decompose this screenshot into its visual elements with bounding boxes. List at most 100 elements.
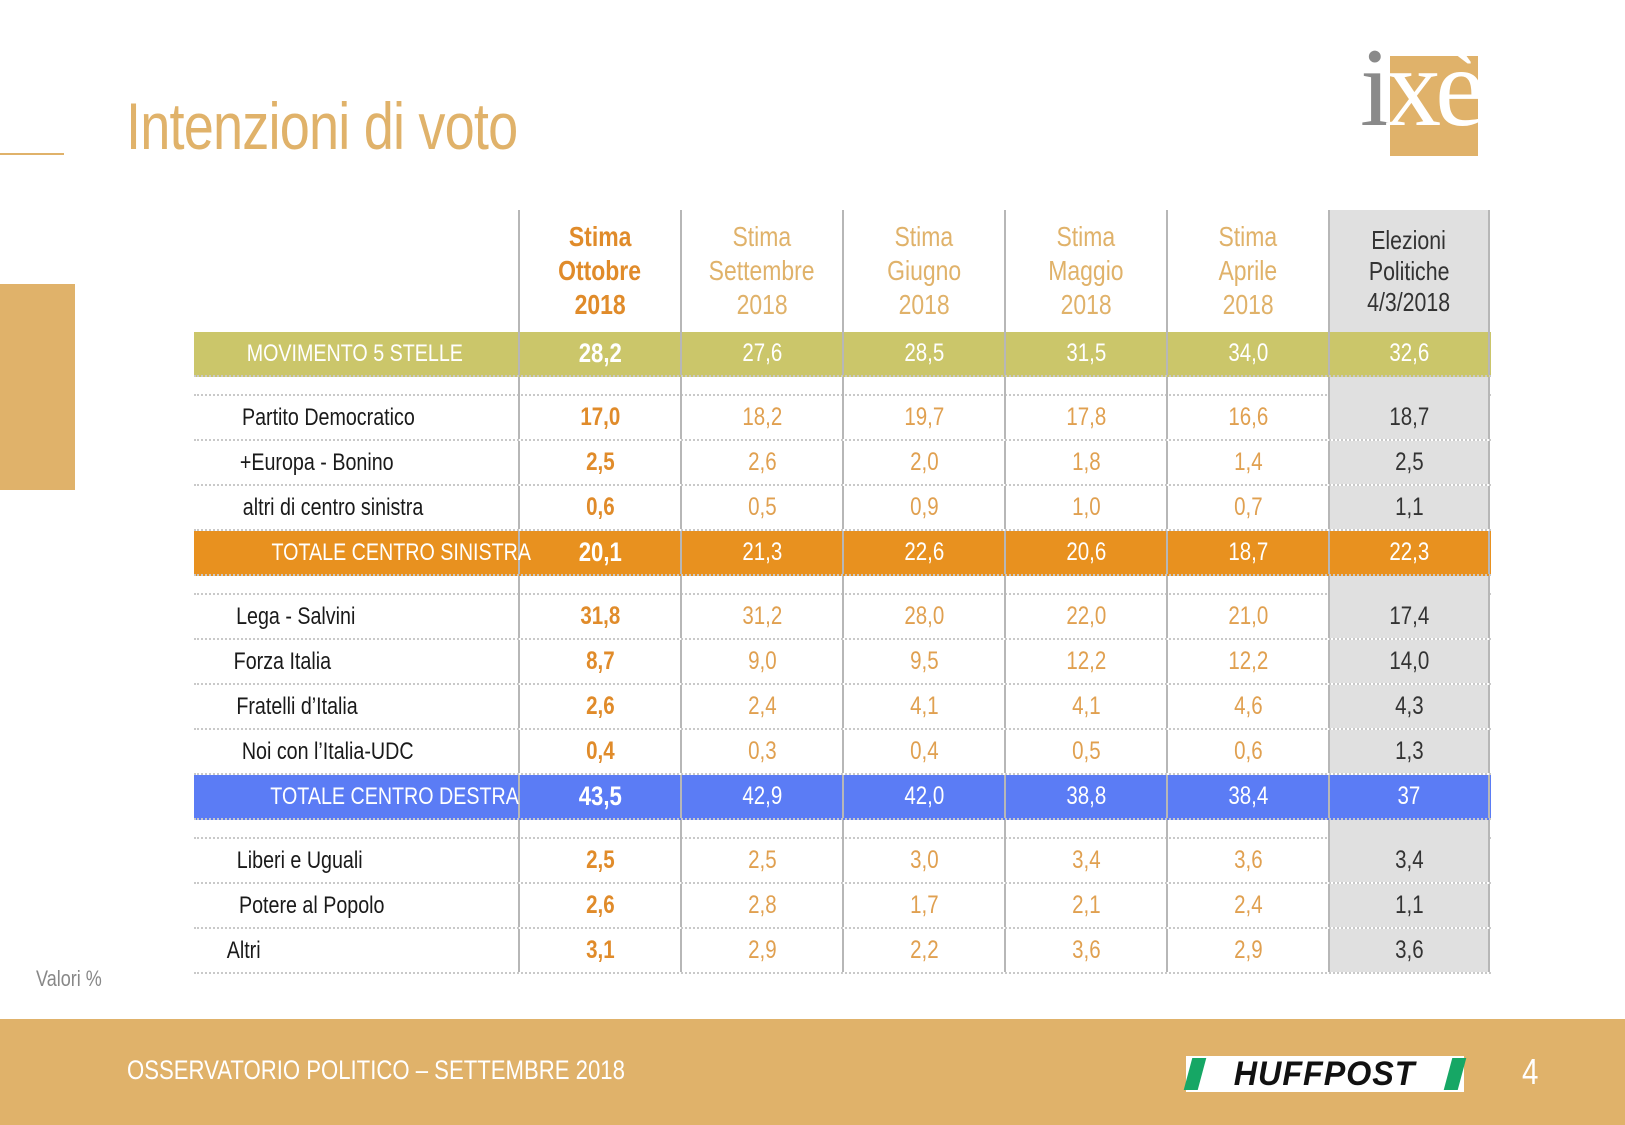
cell-maggio: 12,2 <box>1004 640 1166 683</box>
table-row: +Europa - Bonino 2,5 2,6 2,0 1,8 1,4 2,5 <box>194 441 1491 486</box>
cell-value: 31,8 <box>580 602 620 630</box>
row-label: Lega - Salvini <box>194 595 518 638</box>
cell-value: 19,7 <box>904 403 944 431</box>
table-row: TOTALE CENTRO DESTRA 43,5 42,9 42,0 38,8 38,4… <box>194 775 1491 820</box>
cell-value: 22,3 <box>1389 538 1429 566</box>
cell-settembre: 31,2 <box>680 595 842 638</box>
cell-settembre: 18,2 <box>680 396 842 439</box>
row-label-text: Forza Italia <box>233 647 332 675</box>
cell-ottobre: 17,0 <box>518 396 680 439</box>
table-row: Potere al Popolo 2,6 2,8 1,7 2,1 2,4 1,1 <box>194 884 1491 929</box>
spacer-cell <box>1004 576 1166 595</box>
cell-settembre: 0,3 <box>680 730 842 773</box>
cell-maggio: 1,0 <box>1004 486 1166 529</box>
row-label: Potere al Popolo <box>194 884 518 927</box>
spacer-cell <box>680 576 842 595</box>
cell-value: 1,1 <box>1394 493 1424 521</box>
cell-ottobre: 0,4 <box>518 730 680 773</box>
cell-giugno: 42,0 <box>842 775 1004 818</box>
cell-value: 4,1 <box>909 692 939 720</box>
cell-value: 1,3 <box>1394 737 1424 765</box>
spacer-row <box>194 377 1491 396</box>
cell-value: 2,9 <box>747 936 777 964</box>
cell-ottobre: 20,1 <box>518 531 680 574</box>
cell-value: 2,2 <box>909 936 939 964</box>
cell-ottobre: 31,8 <box>518 595 680 638</box>
cell-value: 17,8 <box>1066 403 1106 431</box>
logo-letter-e: è <box>1435 26 1485 150</box>
row-label: TOTALE CENTRO DESTRA <box>194 775 519 818</box>
spacer-cell <box>1166 576 1328 595</box>
cell-ottobre: 2,5 <box>518 441 680 484</box>
cell-value: 2,5 <box>585 846 615 874</box>
cell-ottobre: 28,2 <box>518 332 680 375</box>
huffpost-bar-left <box>1183 1058 1207 1090</box>
spacer-cell <box>518 820 680 839</box>
table-row: altri di centro sinistra 0,6 0,5 0,9 1,0 0,7 1… <box>194 486 1491 531</box>
cell-value: 1,8 <box>1071 448 1101 476</box>
cell-elezioni: 1,1 <box>1328 884 1490 927</box>
cell-aprile: 0,7 <box>1166 486 1328 529</box>
row-label: Altri <box>194 929 518 972</box>
cell-value: 0,7 <box>1233 493 1263 521</box>
table-row: TOTALE CENTRO SINISTRA 20,1 21,3 22,6 20,6 18… <box>194 531 1491 576</box>
cell-value: 0,5 <box>1071 737 1101 765</box>
table-row: Forza Italia 8,7 9,0 9,5 12,2 12,2 14,0 <box>194 640 1491 685</box>
cell-aprile: 1,4 <box>1166 441 1328 484</box>
cell-value: 3,4 <box>1394 846 1424 874</box>
cell-value: 0,4 <box>585 737 615 765</box>
cell-value: 0,6 <box>1233 737 1263 765</box>
cell-aprile: 2,4 <box>1166 884 1328 927</box>
cell-aprile: 16,6 <box>1166 396 1328 439</box>
cell-maggio: 31,5 <box>1004 332 1166 375</box>
cell-maggio: 3,4 <box>1004 839 1166 882</box>
table-header: Stima Ottobre 2018 Stima Settembre 2018 Stim… <box>194 210 1491 332</box>
col-header-maggio: Stima Maggio 2018 <box>1004 210 1166 332</box>
cell-giugno: 2,2 <box>842 929 1004 972</box>
cell-aprile: 12,2 <box>1166 640 1328 683</box>
spacer-label <box>194 377 518 394</box>
cell-ottobre: 43,5 <box>518 775 680 818</box>
cell-settembre: 2,9 <box>680 929 842 972</box>
cell-value: 28,2 <box>578 338 622 368</box>
cell-value: 43,5 <box>578 781 622 811</box>
cell-giugno: 0,9 <box>842 486 1004 529</box>
cell-value: 3,6 <box>1071 936 1101 964</box>
cell-settembre: 21,3 <box>680 531 842 574</box>
spacer-row <box>194 576 1491 595</box>
cell-value: 2,5 <box>1394 448 1424 476</box>
cell-aprile: 18,7 <box>1166 531 1328 574</box>
cell-value: 2,9 <box>1233 936 1263 964</box>
row-label: Liberi e Uguali <box>194 839 518 882</box>
cell-value: 4,6 <box>1233 692 1263 720</box>
cell-maggio: 3,6 <box>1004 929 1166 972</box>
cell-aprile: 34,0 <box>1166 332 1328 375</box>
cell-giugno: 0,4 <box>842 730 1004 773</box>
huffpost-logo: HUFFPOST <box>1183 1055 1467 1093</box>
cell-value: 18,2 <box>742 403 782 431</box>
cell-ottobre: 2,6 <box>518 884 680 927</box>
row-label: altri di centro sinistra <box>194 486 518 529</box>
cell-giugno: 28,0 <box>842 595 1004 638</box>
footer-text: OSSERVATORIO POLITICO – SETTEMBRE 2018 <box>127 1055 625 1085</box>
spacer-cell <box>1328 377 1490 396</box>
row-label-text: Liberi e Uguali <box>236 846 363 874</box>
footer: OSSERVATORIO POLITICO – SETTEMBRE 2018 H… <box>0 1019 1625 1125</box>
cell-value: 0,3 <box>747 737 777 765</box>
logo-letter-i: i <box>1360 26 1391 150</box>
cell-ottobre: 2,6 <box>518 685 680 728</box>
row-label-text: Lega - Salvini <box>236 602 356 630</box>
cell-giugno: 4,1 <box>842 685 1004 728</box>
cell-value: 8,7 <box>585 647 615 675</box>
cell-ottobre: 8,7 <box>518 640 680 683</box>
logo-text: ixè <box>1360 32 1485 144</box>
cell-value: 4,1 <box>1071 692 1101 720</box>
cell-value: 2,6 <box>585 692 615 720</box>
spacer-cell <box>842 576 1004 595</box>
spacer-cell <box>1166 820 1328 839</box>
cell-settembre: 27,6 <box>680 332 842 375</box>
table-row: Noi con l’Italia-UDC 0,4 0,3 0,4 0,5 0,6 1,3 <box>194 730 1491 775</box>
cell-elezioni: 4,3 <box>1328 685 1490 728</box>
spacer-cell <box>518 576 680 595</box>
cell-value: 34,0 <box>1228 339 1268 367</box>
